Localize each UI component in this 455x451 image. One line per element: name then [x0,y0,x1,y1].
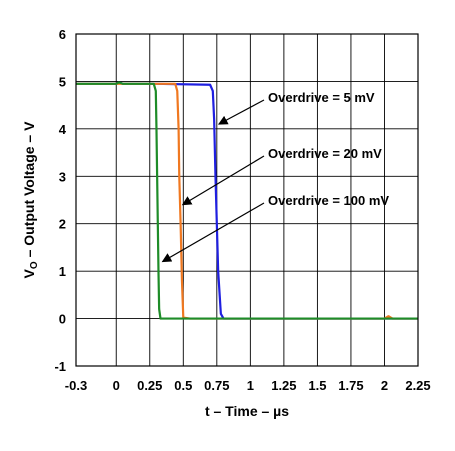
x-tick-label: 1.5 [308,378,326,393]
annotation-arrow [181,155,265,206]
x-tick-label: 1.75 [338,378,363,393]
annotation-arrow [161,202,265,263]
y-tick-label: -1 [54,359,66,374]
series-line-3 [76,81,418,320]
annotations: Overdrive = 5 mV Overdrive = 20 mV Overdri… [161,90,389,263]
x-tick-label: -0.3 [65,378,87,393]
y-tick-label: 1 [59,264,66,279]
y-tick-label: 6 [59,27,66,42]
plot-frame [75,33,419,367]
x-tick-label: 0.25 [137,378,162,393]
annotation-arrow [217,99,265,125]
y-axis-label: VO – Output Voltage – V [21,121,40,279]
annotation-label: Overdrive = 100 mV [268,193,389,208]
x-tick-label: 2.25 [405,378,430,393]
annotation-label: Overdrive = 5 mV [268,90,375,105]
tick-labels: -0.3 0 0.25 0.5 0.75 1 1.25 1.5 1.75 2 2.25 -1 0 1 2 3 4… [54,27,430,393]
y-tick-label: 5 [59,74,66,89]
x-tick-label: 0.75 [204,378,229,393]
y-axis-label-main: V [21,268,37,278]
y-axis-label-rest: – Output Voltage – V [21,121,37,261]
annotation-label: Overdrive = 20 mV [268,146,382,161]
x-tick-label: 0 [113,378,120,393]
y-tick-label: 4 [59,122,67,137]
series-layer [76,81,418,320]
x-tick-label: 1.25 [271,378,296,393]
x-tick-label: 2 [381,378,388,393]
x-tick-label: 1 [247,378,254,393]
y-tick-label: 0 [59,312,66,327]
x-axis-label: t – Time – µs [205,403,289,419]
x-tick-label: 0.5 [174,378,192,393]
y-tick-label: 2 [59,217,66,232]
y-tick-label: 3 [59,169,66,184]
y-axis-label-subscript: O [29,261,40,269]
